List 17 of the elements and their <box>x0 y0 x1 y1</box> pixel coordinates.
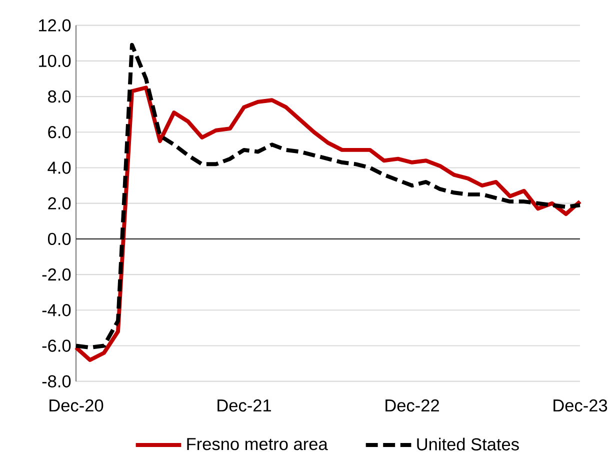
legend-label: United States <box>417 438 519 450</box>
y-tick-label: 2.0 <box>48 197 71 210</box>
x-tick-label: Dec-21 <box>218 399 271 412</box>
y-tick-label: 10.0 <box>39 54 71 68</box>
legend-label: Fresno metro area <box>187 438 328 450</box>
y-tick-label: -6.0 <box>42 340 71 352</box>
y-tick-label: -8.0 <box>42 375 71 388</box>
y-tick-label: 6.0 <box>48 126 71 138</box>
y-tick-label: 12.0 <box>39 19 71 32</box>
x-tick-label: Dec-23 <box>554 399 608 412</box>
y-tick-label: 0.0 <box>48 232 71 246</box>
y-tick-label: 8.0 <box>48 90 71 103</box>
y-tick-label: -4.0 <box>42 304 71 316</box>
y-tick-label: 4.0 <box>48 162 71 174</box>
x-tick-label: Dec-22 <box>386 399 439 412</box>
x-tick-label: Dec-20 <box>50 399 104 412</box>
y-tick-label: -2.0 <box>42 268 71 281</box>
